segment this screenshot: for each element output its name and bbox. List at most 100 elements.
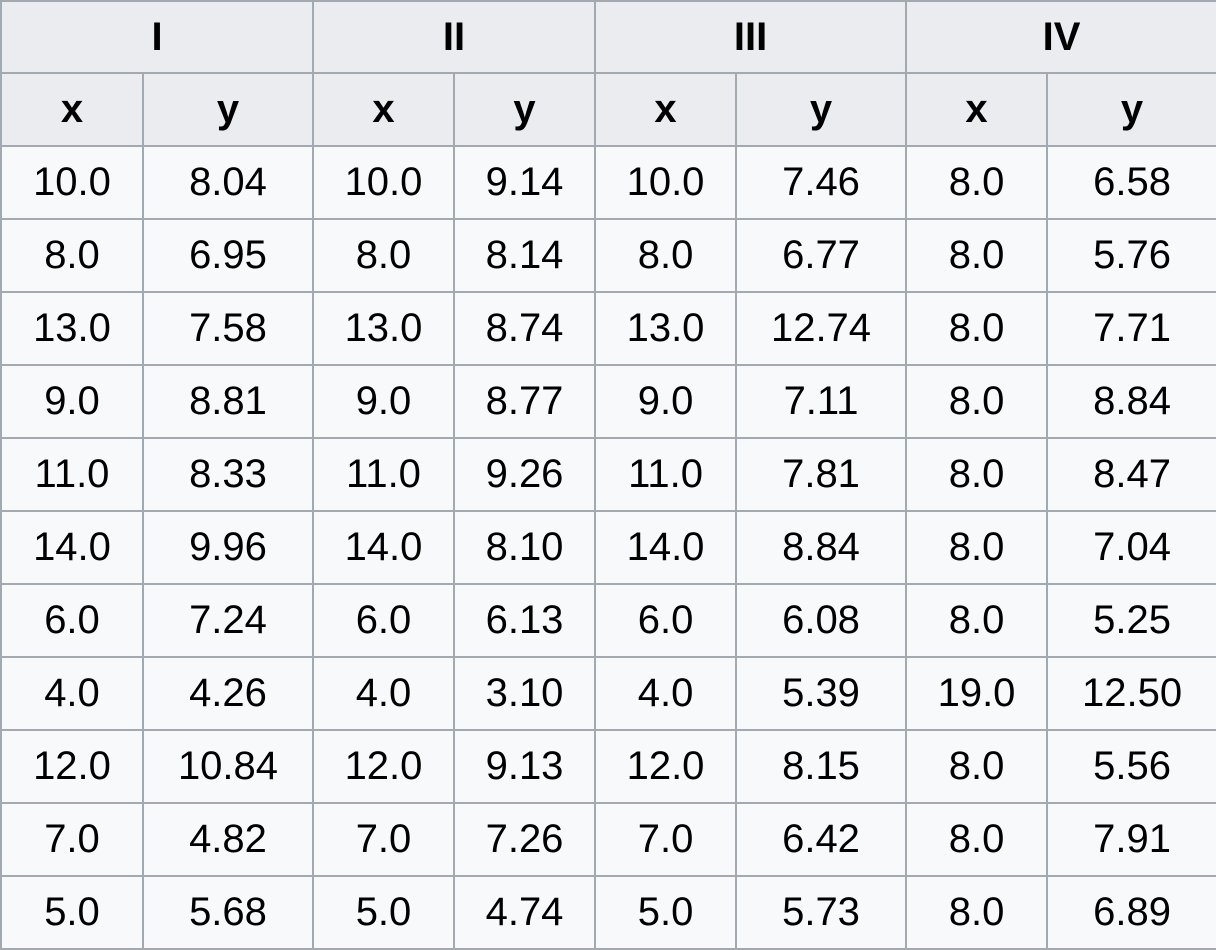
cell-x: 8.0 (905, 218, 1049, 293)
cell-x: 4.0 (594, 656, 738, 731)
table-row: 5.0 5.68 5.0 4.74 5.0 5.73 8.0 6.89 (0, 875, 1216, 950)
cell-x: 10.0 (594, 145, 738, 220)
cell-x: 10.0 (312, 145, 455, 220)
cell-y: 5.73 (735, 875, 908, 950)
cell-y: 8.74 (452, 291, 597, 366)
cell-y: 9.14 (452, 145, 597, 220)
table-row: 7.0 4.82 7.0 7.26 7.0 6.42 8.0 7.91 (0, 802, 1216, 877)
cell-y: 9.26 (452, 437, 597, 512)
cell-y: 4.82 (142, 802, 314, 877)
cell-y: 3.10 (452, 656, 597, 731)
group-header-row: I II III IV (0, 0, 1216, 74)
cell-y: 8.84 (735, 510, 908, 585)
cell-x: 11.0 (0, 437, 144, 512)
cell-x: 5.0 (312, 875, 455, 950)
cell-x: 13.0 (0, 291, 144, 366)
cell-x: 5.0 (0, 875, 144, 950)
cell-x: 6.0 (0, 583, 144, 658)
cell-x: 7.0 (312, 802, 455, 877)
cell-y: 8.84 (1046, 364, 1216, 439)
column-header-x: x (905, 72, 1049, 147)
cell-x: 9.0 (0, 364, 144, 439)
cell-x: 13.0 (312, 291, 455, 366)
cell-x: 8.0 (905, 875, 1049, 950)
cell-x: 10.0 (0, 145, 144, 220)
cell-y: 5.68 (142, 875, 314, 950)
cell-y: 7.71 (1046, 291, 1216, 366)
cell-y: 7.24 (142, 583, 314, 658)
cell-y: 7.04 (1046, 510, 1216, 585)
cell-x: 6.0 (594, 583, 738, 658)
cell-y: 7.26 (452, 802, 597, 877)
cell-x: 4.0 (312, 656, 455, 731)
cell-y: 6.77 (735, 218, 908, 293)
cell-y: 10.84 (142, 729, 314, 804)
cell-x: 14.0 (312, 510, 455, 585)
cell-x: 8.0 (905, 145, 1049, 220)
cell-x: 9.0 (312, 364, 455, 439)
cell-x: 19.0 (905, 656, 1049, 731)
cell-x: 8.0 (905, 583, 1049, 658)
group-header-2: II (311, 0, 597, 74)
table-body: 10.0 8.04 10.0 9.14 10.0 7.46 8.0 6.58 8.0 6.95 8.… (0, 145, 1216, 950)
cell-x: 8.0 (905, 364, 1049, 439)
table-row: 8.0 6.95 8.0 8.14 8.0 6.77 8.0 5.76 (0, 218, 1216, 293)
cell-y: 8.10 (452, 510, 597, 585)
group-header-1: I (0, 0, 314, 74)
cell-y: 7.11 (735, 364, 908, 439)
cell-x: 12.0 (594, 729, 738, 804)
cell-y: 4.26 (142, 656, 314, 731)
cell-x: 6.0 (312, 583, 455, 658)
column-header-y: y (142, 72, 314, 147)
column-header-y: y (452, 72, 597, 147)
cell-y: 8.14 (452, 218, 597, 293)
cell-x: 8.0 (905, 291, 1049, 366)
cell-y: 7.46 (735, 145, 908, 220)
cell-y: 6.95 (142, 218, 314, 293)
column-header-x: x (312, 72, 455, 147)
cell-x: 13.0 (594, 291, 738, 366)
table-row: 9.0 8.81 9.0 8.77 9.0 7.11 8.0 8.84 (0, 364, 1216, 439)
cell-x: 11.0 (594, 437, 738, 512)
cell-x: 7.0 (0, 802, 144, 877)
cell-y: 6.08 (735, 583, 908, 658)
cell-y: 5.25 (1046, 583, 1216, 658)
cell-x: 5.0 (594, 875, 738, 950)
column-header-y: y (1046, 72, 1216, 147)
cell-x: 14.0 (594, 510, 738, 585)
cell-y: 4.74 (452, 875, 597, 950)
cell-y: 12.74 (735, 291, 908, 366)
cell-y: 8.33 (142, 437, 314, 512)
group-header-4: IV (905, 0, 1216, 74)
cell-y: 8.81 (142, 364, 314, 439)
column-header-x: x (0, 72, 144, 147)
cell-x: 8.0 (312, 218, 455, 293)
table-row: 11.0 8.33 11.0 9.26 11.0 7.81 8.0 8.47 (0, 437, 1216, 512)
table-row: 13.0 7.58 13.0 8.74 13.0 12.74 8.0 7.71 (0, 291, 1216, 366)
cell-y: 7.81 (735, 437, 908, 512)
cell-y: 12.50 (1046, 656, 1216, 731)
table-row: 10.0 8.04 10.0 9.14 10.0 7.46 8.0 6.58 (0, 145, 1216, 220)
cell-x: 8.0 (905, 510, 1049, 585)
cell-x: 12.0 (0, 729, 144, 804)
column-header-x: x (594, 72, 738, 147)
cell-y: 5.56 (1046, 729, 1216, 804)
cell-y: 7.91 (1046, 802, 1216, 877)
cell-x: 9.0 (594, 364, 738, 439)
cell-y: 5.76 (1046, 218, 1216, 293)
cell-x: 8.0 (905, 437, 1049, 512)
cell-y: 9.96 (142, 510, 314, 585)
table-row: 6.0 7.24 6.0 6.13 6.0 6.08 8.0 5.25 (0, 583, 1216, 658)
table-row: 14.0 9.96 14.0 8.10 14.0 8.84 8.0 7.04 (0, 510, 1216, 585)
cell-x: 8.0 (594, 218, 738, 293)
cell-y: 7.58 (142, 291, 314, 366)
cell-x: 4.0 (0, 656, 144, 731)
cell-y: 5.39 (735, 656, 908, 731)
cell-y: 9.13 (452, 729, 597, 804)
cell-x: 8.0 (905, 729, 1049, 804)
cell-x: 8.0 (905, 802, 1049, 877)
cell-y: 6.89 (1046, 875, 1216, 950)
cell-x: 14.0 (0, 510, 144, 585)
